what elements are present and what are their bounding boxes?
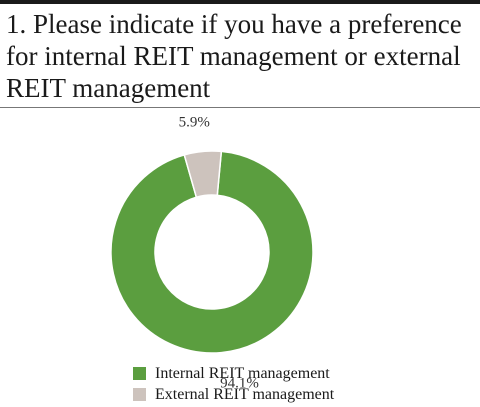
- legend-label-external: External REIT management: [155, 385, 335, 403]
- top-rule: [0, 0, 480, 4]
- legend-label-internal: Internal REIT management: [155, 364, 330, 382]
- legend-swatch-internal: [133, 367, 146, 380]
- value-label-internal: 94.1%: [220, 375, 259, 391]
- donut-slice-internal: [110, 150, 314, 354]
- donut-slices: [110, 150, 314, 354]
- chart-title: 1. Please indicate if you have a prefere…: [6, 9, 462, 103]
- legend-item-internal: Internal REIT management: [133, 363, 334, 384]
- title-divider: [0, 107, 480, 108]
- chart-legend: Internal REIT management External REIT m…: [133, 363, 334, 405]
- donut-value-labels: 94.1% 5.9%: [179, 115, 259, 392]
- value-label-external: 5.9%: [179, 115, 210, 131]
- legend-item-external: External REIT management: [133, 384, 334, 405]
- donut-slice-external: [183, 150, 223, 199]
- legend-swatch-external: [133, 388, 146, 401]
